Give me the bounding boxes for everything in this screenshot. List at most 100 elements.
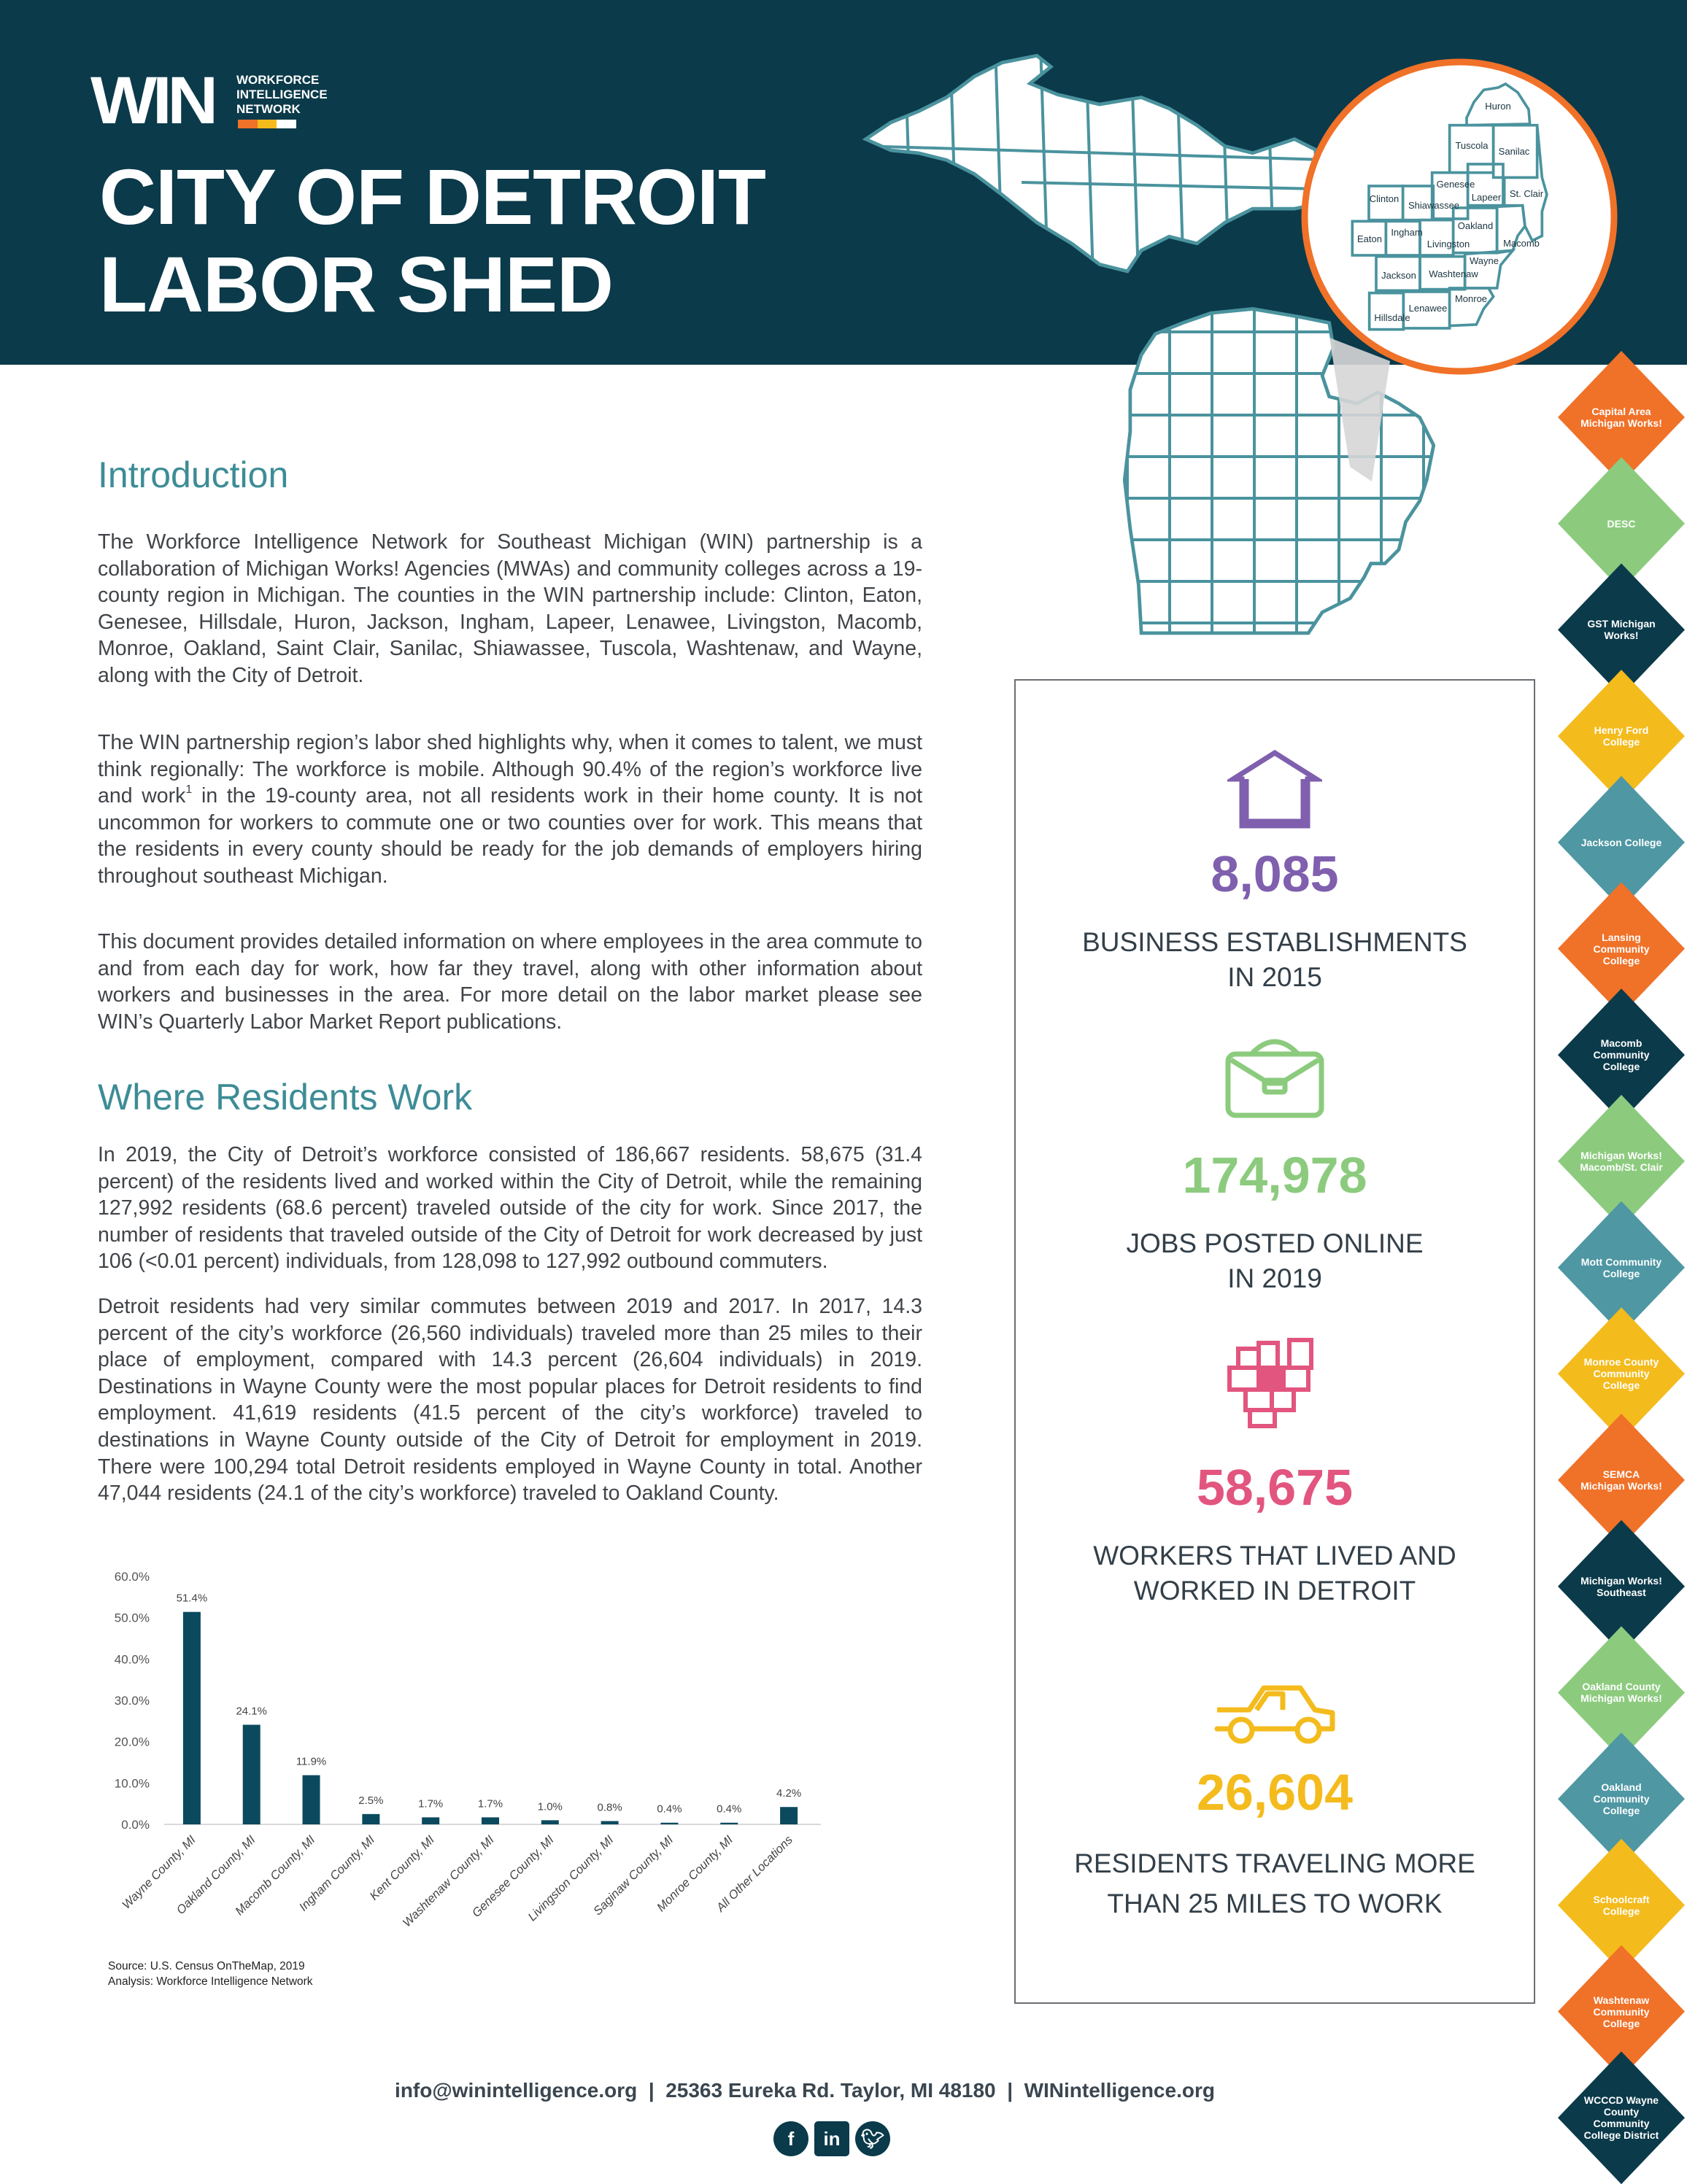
inset-callout-shadow <box>1329 338 1390 481</box>
title-line: LABOR SHED <box>99 240 614 328</box>
residents-paragraph-2: Detroit residents had very similar commu… <box>98 1295 922 1506</box>
facebook-icon[interactable]: f <box>773 2121 808 2156</box>
county-label: Ingham <box>1391 227 1422 238</box>
stat-business-establishments: 8,085 BUSINESS ESTABLISHMENTS IN 2015 <box>1016 750 1534 995</box>
county-label: Hillsdale <box>1374 312 1410 323</box>
briefcase-icon <box>1225 1039 1324 1118</box>
county-label: Oakland <box>1458 220 1493 231</box>
stats-panel: 8,085 BUSINESS ESTABLISHMENTS IN 2015 174… <box>1014 679 1535 2004</box>
data-label: 51.4% <box>177 1592 208 1605</box>
y-tick-label: 50.0% <box>115 1611 150 1625</box>
intro-paragraph-2: The WIN partnership region’s labor shed … <box>98 729 922 890</box>
data-label: 1.0% <box>538 1800 563 1813</box>
stat-jobs-posted: 174,978 JOBS POSTED ONLINE IN 2019 <box>1016 1038 1534 1296</box>
bar <box>720 1822 738 1824</box>
county-label: Huron <box>1485 101 1510 112</box>
y-tick-label: 40.0% <box>115 1652 150 1666</box>
bar <box>660 1822 679 1824</box>
county-label: Eaton <box>1357 233 1382 244</box>
intro-heading: Introduction <box>98 454 289 495</box>
linkedin-icon[interactable]: in <box>814 2121 849 2156</box>
logo-line: INTELLIGENCE <box>236 88 328 101</box>
stat-value: 26,604 <box>1196 1764 1354 1821</box>
bar <box>242 1724 260 1824</box>
stat-label-line: WORKED IN DETROIT <box>1133 1576 1416 1606</box>
footer-email-link[interactable]: info@winintelligence.org <box>395 2079 638 2102</box>
residents-work-bar-chart: 0.0%10.0%20.0%30.0%40.0%50.0%60.0%51.4%W… <box>115 1570 821 1929</box>
title-line: CITY OF DETROIT <box>99 152 766 241</box>
stat-label-line: RESIDENTS TRAVELING MORE <box>1074 1848 1475 1878</box>
data-label: 11.9% <box>296 1756 326 1768</box>
twitter-icon[interactable]: 🐦︎ <box>855 2121 890 2156</box>
stat-label-line: IN 2015 <box>1227 962 1322 992</box>
y-tick-label: 30.0% <box>115 1694 150 1708</box>
data-label: 2.5% <box>358 1794 383 1807</box>
data-label: 0.4% <box>657 1803 682 1816</box>
michigan-map: Huron Tuscola Sanilac Genesee Lapeer St. Clai… <box>862 53 1618 635</box>
footer-website-link[interactable]: WINintelligence.org <box>1024 2079 1215 2102</box>
data-label: 0.8% <box>598 1801 622 1813</box>
stat-long-commute: 26,604 RESIDENTS TRAVELING MORE THAN 25 M… <box>1016 1684 1534 1924</box>
partner-logo[interactable]: WCCCD Wayne County Community College Dis… <box>1558 2051 1685 2184</box>
bar <box>182 1611 201 1824</box>
upper-peninsula <box>862 53 1338 274</box>
county-label: Macomb <box>1503 238 1540 249</box>
separator: | <box>648 2079 655 2102</box>
page-title: CITY OF DETROIT LABOR SHED <box>99 152 766 328</box>
inset-map: Huron Tuscola Sanilac Genesee Lapeer St. Clai… <box>1301 58 1618 375</box>
logo-line: NETWORK <box>236 102 301 116</box>
stat-label: WORKERS THAT LIVED AND WORKED IN DETROIT <box>1016 1538 1534 1608</box>
win-logo: WIN <box>90 63 218 138</box>
bar <box>780 1807 798 1824</box>
y-tick-label: 10.0% <box>115 1776 150 1790</box>
stat-label-line: WORKERS THAT LIVED AND <box>1093 1541 1456 1571</box>
county-label: Jackson <box>1381 270 1416 281</box>
data-label: 1.7% <box>478 1797 503 1810</box>
county-label: Washtenaw <box>1429 268 1478 279</box>
county-label: Tuscola <box>1455 140 1489 151</box>
bar <box>422 1817 440 1824</box>
stat-label: BUSINESS ESTABLISHMENTS IN 2015 <box>1016 925 1534 995</box>
separator: | <box>1007 2079 1014 2102</box>
intro-paragraph-1: The Workforce Intelligence Network for S… <box>98 530 922 687</box>
y-tick-label: 0.0% <box>121 1818 150 1832</box>
data-label: 24.1% <box>236 1705 267 1717</box>
bar <box>362 1813 380 1824</box>
chart-source: Source: U.S. Census OnTheMap, 2019 <box>108 1960 305 1972</box>
bar <box>302 1775 320 1824</box>
stat-label-line: BUSINESS ESTABLISHMENTS <box>1082 927 1467 957</box>
data-label: 0.4% <box>717 1803 741 1816</box>
stat-label: RESIDENTS TRAVELING MORE THAN 25 MILES TO… <box>1016 1843 1534 1924</box>
x-category-label: Kent County, MI <box>367 1833 437 1903</box>
county-label: Monroe <box>1455 293 1487 304</box>
house-icon <box>1227 750 1322 829</box>
bar <box>601 1821 619 1824</box>
data-label: 4.2% <box>776 1787 801 1800</box>
logo-color-bar <box>238 120 297 128</box>
intro-text: in the 19-county area, not all residents… <box>98 784 922 888</box>
y-tick-label: 60.0% <box>115 1570 150 1584</box>
county-label: Genesee <box>1437 179 1475 190</box>
logo-line: WORKFORCE <box>236 73 320 87</box>
chart-analysis: Analysis: Workforce Intelligence Network <box>108 1975 313 1988</box>
county-label: St. Clair <box>1510 188 1544 199</box>
residents-paragraph-1: In 2019, the City of Detroit’s workforce… <box>98 1143 922 1274</box>
stat-value: 58,675 <box>1196 1459 1354 1516</box>
stat-value: 174,978 <box>1182 1147 1367 1204</box>
car-icon <box>1214 1685 1335 1744</box>
county-label: Livingston <box>1427 239 1470 249</box>
intro-paragraph-3: This document provides detailed informat… <box>98 930 922 1034</box>
footnote-marker[interactable]: 1 <box>185 783 193 797</box>
footer-contact: info@winintelligence.org | 25363 Eureka … <box>0 2079 1610 2102</box>
win-logo-text: WORKFORCE INTELLIGENCE NETWORK <box>236 73 328 117</box>
stat-value: 8,085 <box>1211 845 1339 902</box>
residents-heading: Where Residents Work <box>98 1077 473 1118</box>
county-label: Lenawee <box>1409 303 1448 314</box>
county-label: Wayne <box>1470 255 1499 266</box>
bar <box>482 1817 499 1824</box>
stat-label-line: JOBS POSTED ONLINE <box>1126 1228 1424 1258</box>
stat-lived-worked-detroit: 58,675 WORKERS THAT LIVED AND WORKED IN D… <box>1016 1337 1534 1608</box>
bar <box>541 1820 559 1824</box>
data-label: 1.7% <box>418 1797 443 1810</box>
county-label: Lapeer <box>1472 192 1502 203</box>
